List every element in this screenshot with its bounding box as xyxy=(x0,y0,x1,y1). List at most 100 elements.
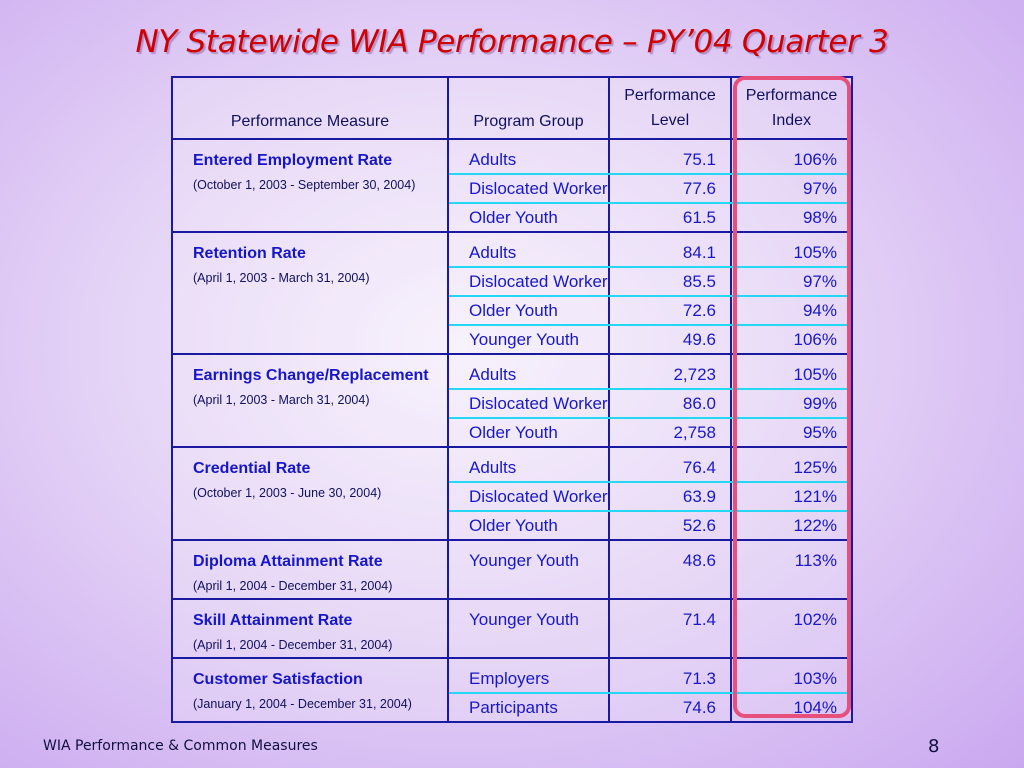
table-row: Employers 71.3 103% xyxy=(449,659,851,694)
performance-index-cell: 99% xyxy=(802,394,837,413)
measure-period: (April 1, 2004 - December 31, 2004) xyxy=(193,638,393,652)
program-group-cell: Adults xyxy=(449,233,610,266)
table-row: Adults 84.1 105% xyxy=(449,233,851,268)
program-group-cell: Younger Youth xyxy=(449,326,610,353)
performance-level-cell: 86.0 xyxy=(610,390,732,417)
program-rows: Adults 75.1 106% Dislocated Worker 77.6 97% Ol… xyxy=(449,140,851,231)
program-group-cell: Adults xyxy=(449,140,610,173)
performance-level-cell: 52.6 xyxy=(610,512,732,539)
performance-level-cell: 61.5 xyxy=(610,204,732,231)
measure-cell: Retention Rate (April 1, 2003 - March 31,… xyxy=(173,233,449,353)
measure-period: (April 1, 2004 - December 31, 2004) xyxy=(193,579,393,593)
performance-level-cell: 49.6 xyxy=(610,326,732,353)
performance-level-cell: 85.5 xyxy=(610,268,732,295)
performance-table: Performance Measure Program Group Perfor… xyxy=(171,76,853,723)
table-row: Adults 75.1 106% xyxy=(449,140,851,175)
measure-group: Skill Attainment Rate (April 1, 2004 - De… xyxy=(173,600,851,659)
program-group-cell: Older Youth xyxy=(449,297,610,324)
program-rows: Younger Youth 71.4 102% xyxy=(449,600,851,657)
page-number: 8 xyxy=(928,736,940,757)
table-row: Participants 74.6 104% xyxy=(449,694,851,721)
program-group-cell: Adults xyxy=(449,448,610,481)
table-header: Performance Measure Program Group Perfor… xyxy=(173,78,851,140)
performance-index-cell: 105% xyxy=(793,243,837,262)
measure-group: Earnings Change/Replacement (April 1, 200… xyxy=(173,355,851,448)
measure-cell: Skill Attainment Rate (April 1, 2004 - De… xyxy=(173,600,449,657)
program-group-cell: Dislocated Worker xyxy=(449,175,610,202)
table-row: Dislocated Worker 86.0 99% xyxy=(449,390,851,419)
header-performance-index: Performance Index xyxy=(732,78,851,138)
measure-cell: Credential Rate (October 1, 2003 - June 3… xyxy=(173,448,449,539)
performance-level-cell: 2,758 xyxy=(610,419,732,446)
measure-name: Credential Rate xyxy=(193,460,311,477)
measure-name: Diploma Attainment Rate xyxy=(193,553,383,570)
performance-level-cell: 48.6 xyxy=(610,541,732,598)
program-rows: Younger Youth 48.6 113% xyxy=(449,541,851,598)
program-group-cell: Adults xyxy=(449,355,610,388)
program-group-cell: Younger Youth xyxy=(449,541,610,598)
measure-name: Skill Attainment Rate xyxy=(193,612,353,629)
performance-level-cell: 84.1 xyxy=(610,233,732,266)
performance-index-cell: 125% xyxy=(793,458,837,477)
table-body: Entered Employment Rate (October 1, 2003 … xyxy=(173,140,851,721)
measure-cell: Customer Satisfaction (January 1, 2004 - … xyxy=(173,659,449,721)
program-rows: Adults 84.1 105% Dislocated Worker 85.5 97% Ol… xyxy=(449,233,851,353)
table-row: Dislocated Worker 63.9 121% xyxy=(449,483,851,512)
table-row: Older Youth 72.6 94% xyxy=(449,297,851,326)
performance-index-cell: 97% xyxy=(802,179,837,198)
program-group-cell: Younger Youth xyxy=(449,600,610,657)
performance-index-cell: 95% xyxy=(802,423,837,442)
measure-name: Customer Satisfaction xyxy=(193,671,363,688)
footer-text: WIA Performance & Common Measures xyxy=(43,738,318,754)
measure-group: Entered Employment Rate (October 1, 2003 … xyxy=(173,140,851,233)
performance-index-cell: 97% xyxy=(802,272,837,291)
program-group-cell: Older Youth xyxy=(449,204,610,231)
table-row: Dislocated Worker 85.5 97% xyxy=(449,268,851,297)
performance-index-cell: 113% xyxy=(794,551,837,570)
table-row: Older Youth 61.5 98% xyxy=(449,204,851,231)
program-rows: Adults 2,723 105% Dislocated Worker 86.0 99% O… xyxy=(449,355,851,446)
performance-level-cell: 72.6 xyxy=(610,297,732,324)
header-performance-level: Performance Level xyxy=(610,78,732,138)
table-row: Dislocated Worker 77.6 97% xyxy=(449,175,851,204)
table-row: Adults 2,723 105% xyxy=(449,355,851,390)
program-group-cell: Dislocated Worker xyxy=(449,390,610,417)
performance-index-cell: 121% xyxy=(793,487,837,506)
measure-name: Earnings Change/Replacement xyxy=(193,367,429,384)
measure-cell: Earnings Change/Replacement (April 1, 200… xyxy=(173,355,449,446)
performance-level-cell: 77.6 xyxy=(610,175,732,202)
program-group-cell: Participants xyxy=(449,694,610,721)
performance-index-cell: 106% xyxy=(793,330,837,349)
program-rows: Adults 76.4 125% Dislocated Worker 63.9 121% O… xyxy=(449,448,851,539)
performance-index-cell: 102% xyxy=(793,610,837,629)
performance-index-cell: 105% xyxy=(793,365,837,384)
measure-group: Credential Rate (October 1, 2003 - June 3… xyxy=(173,448,851,541)
header-performance-measure: Performance Measure xyxy=(173,78,449,138)
header-index-line2: Index xyxy=(771,112,812,129)
header-program-group: Program Group xyxy=(449,78,610,138)
header-level-line2: Level xyxy=(650,112,690,129)
measure-cell: Diploma Attainment Rate (April 1, 2004 - … xyxy=(173,541,449,598)
slide-title: NY Statewide WIA Performance – PY’04 Qua… xyxy=(135,24,889,60)
performance-index-cell: 122% xyxy=(793,516,837,535)
measure-period: (April 1, 2003 - March 31, 2004) xyxy=(193,393,370,407)
program-group-cell: Employers xyxy=(449,659,610,692)
measure-period: (October 1, 2003 - June 30, 2004) xyxy=(193,486,382,500)
performance-index-cell: 94% xyxy=(802,301,837,320)
table-row: Adults 76.4 125% xyxy=(449,448,851,483)
measure-cell: Entered Employment Rate (October 1, 2003 … xyxy=(173,140,449,231)
table-row: Older Youth 2,758 95% xyxy=(449,419,851,446)
performance-level-cell: 76.4 xyxy=(610,448,732,481)
performance-level-cell: 74.6 xyxy=(610,694,732,721)
performance-level-cell: 75.1 xyxy=(610,140,732,173)
measure-group: Customer Satisfaction (January 1, 2004 - … xyxy=(173,659,851,721)
program-group-cell: Older Youth xyxy=(449,512,610,539)
program-group-cell: Dislocated Worker xyxy=(449,483,610,510)
measure-period: (January 1, 2004 - December 31, 2004) xyxy=(193,697,412,711)
performance-index-cell: 98% xyxy=(802,208,837,227)
table-row: Older Youth 52.6 122% xyxy=(449,512,851,539)
table-row: Younger Youth 49.6 106% xyxy=(449,326,851,353)
measure-period: (April 1, 2003 - March 31, 2004) xyxy=(193,271,370,285)
measure-group: Diploma Attainment Rate (April 1, 2004 - … xyxy=(173,541,851,600)
performance-level-cell: 63.9 xyxy=(610,483,732,510)
